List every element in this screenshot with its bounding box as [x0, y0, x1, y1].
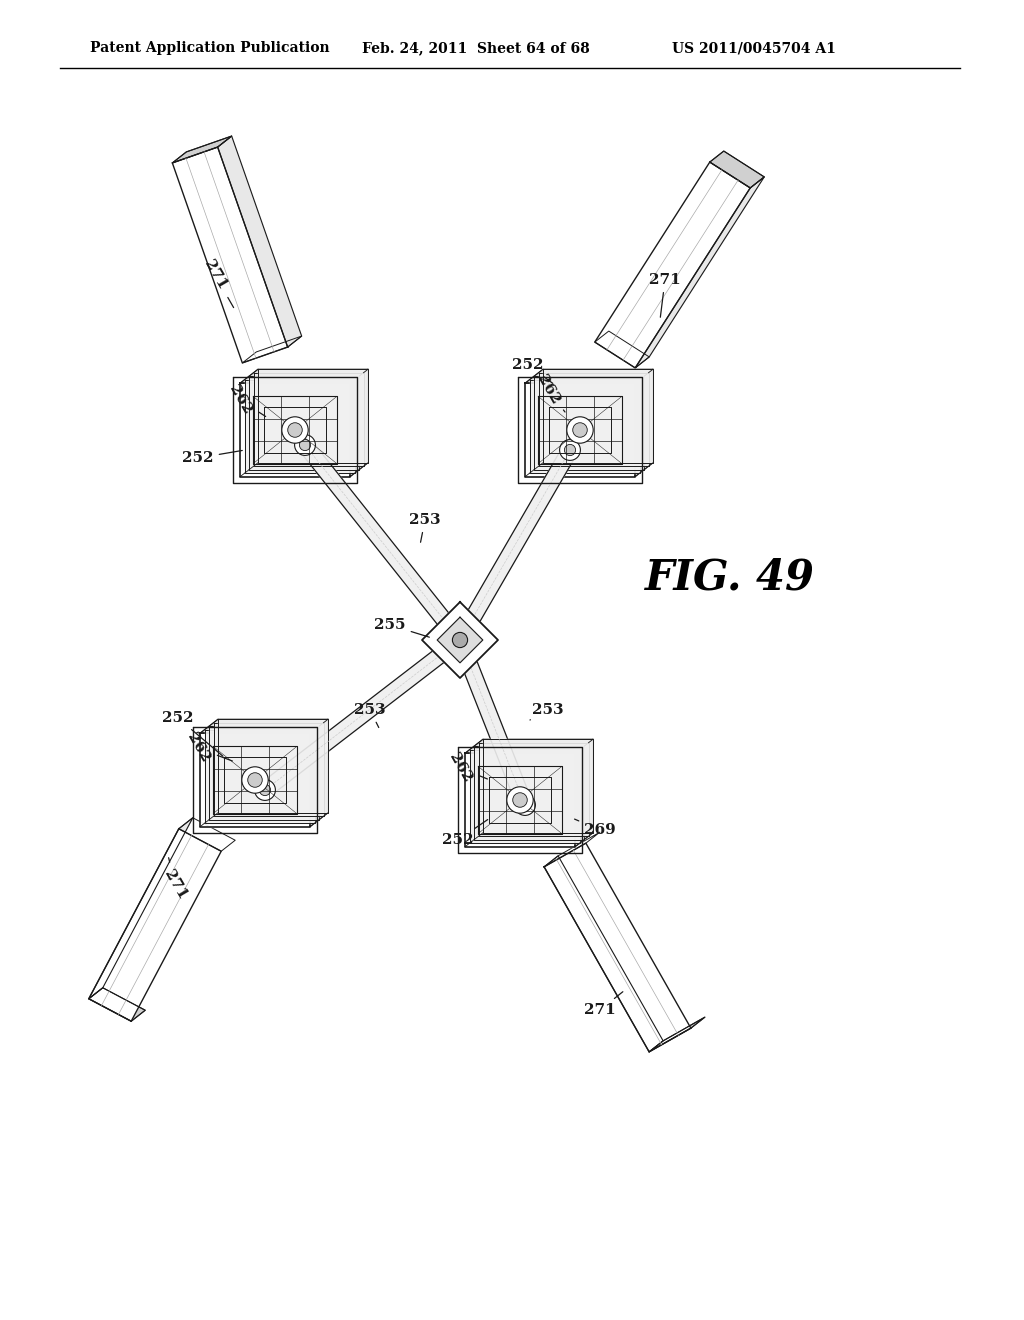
Text: 262: 262	[535, 372, 565, 412]
Polygon shape	[483, 739, 593, 833]
Circle shape	[295, 434, 315, 455]
Circle shape	[255, 780, 275, 800]
Text: Patent Application Publication: Patent Application Publication	[90, 41, 330, 55]
Text: 271: 271	[649, 273, 681, 317]
Polygon shape	[539, 372, 648, 466]
Polygon shape	[474, 746, 584, 840]
Polygon shape	[89, 818, 193, 999]
Text: US 2011/0045704 A1: US 2011/0045704 A1	[672, 41, 836, 55]
Polygon shape	[465, 739, 593, 754]
Polygon shape	[213, 723, 324, 816]
Polygon shape	[209, 726, 319, 820]
Polygon shape	[89, 987, 145, 1022]
Polygon shape	[534, 376, 644, 470]
Polygon shape	[172, 136, 231, 162]
Circle shape	[242, 767, 268, 793]
Circle shape	[248, 772, 262, 787]
Circle shape	[513, 793, 527, 808]
Polygon shape	[350, 370, 368, 477]
Circle shape	[572, 422, 587, 437]
Polygon shape	[299, 440, 466, 645]
Text: 252: 252	[442, 820, 487, 847]
Polygon shape	[260, 634, 465, 796]
Text: FIG. 49: FIG. 49	[645, 557, 815, 599]
Polygon shape	[710, 150, 764, 187]
Text: 253: 253	[530, 704, 564, 719]
Text: 271: 271	[584, 991, 623, 1016]
Polygon shape	[89, 829, 221, 1022]
Polygon shape	[249, 376, 359, 470]
Polygon shape	[453, 638, 532, 808]
Polygon shape	[200, 733, 310, 826]
Polygon shape	[453, 446, 577, 644]
Text: 252: 252	[512, 358, 553, 383]
Polygon shape	[245, 380, 354, 474]
Circle shape	[559, 440, 581, 461]
Polygon shape	[525, 383, 635, 477]
Text: 253: 253	[410, 513, 440, 543]
Text: 252: 252	[182, 450, 243, 465]
Circle shape	[564, 445, 575, 455]
Circle shape	[519, 800, 530, 810]
Polygon shape	[172, 147, 288, 363]
Text: 252: 252	[162, 711, 223, 756]
Polygon shape	[595, 162, 751, 368]
Polygon shape	[525, 370, 653, 383]
Circle shape	[299, 440, 310, 450]
Text: 262: 262	[226, 383, 265, 417]
Text: Feb. 24, 2011  Sheet 64 of 68: Feb. 24, 2011 Sheet 64 of 68	[362, 41, 590, 55]
Polygon shape	[258, 370, 368, 463]
Text: 271: 271	[201, 257, 233, 308]
Circle shape	[288, 422, 302, 437]
Polygon shape	[200, 719, 328, 733]
Polygon shape	[465, 754, 575, 846]
Polygon shape	[544, 843, 691, 1052]
Polygon shape	[240, 383, 350, 477]
Polygon shape	[240, 370, 368, 383]
Text: 255: 255	[374, 618, 429, 638]
Polygon shape	[218, 136, 302, 347]
Polygon shape	[218, 719, 328, 813]
Polygon shape	[205, 730, 314, 824]
Text: 271: 271	[161, 858, 189, 903]
Polygon shape	[543, 370, 653, 463]
Polygon shape	[469, 750, 580, 843]
Text: 269: 269	[574, 820, 615, 837]
Polygon shape	[544, 855, 664, 1052]
Text: 262: 262	[446, 751, 487, 785]
Polygon shape	[437, 618, 482, 663]
Polygon shape	[529, 380, 640, 474]
Text: 253: 253	[354, 704, 386, 727]
Circle shape	[453, 632, 468, 648]
Circle shape	[515, 795, 536, 816]
Polygon shape	[254, 372, 364, 466]
Polygon shape	[478, 743, 589, 837]
Circle shape	[567, 417, 593, 444]
Polygon shape	[649, 1018, 705, 1052]
Text: 262: 262	[184, 731, 232, 766]
Polygon shape	[575, 739, 593, 846]
Polygon shape	[635, 177, 764, 368]
Polygon shape	[310, 719, 328, 826]
Polygon shape	[422, 602, 498, 678]
Polygon shape	[635, 370, 653, 477]
Circle shape	[259, 784, 270, 796]
Circle shape	[507, 787, 534, 813]
Circle shape	[282, 417, 308, 444]
